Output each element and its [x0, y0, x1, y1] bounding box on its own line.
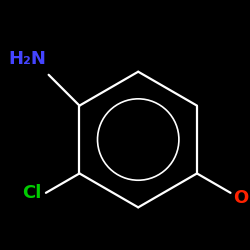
Text: Cl: Cl: [22, 184, 41, 202]
Text: H₂N: H₂N: [8, 50, 46, 68]
Text: O: O: [233, 189, 248, 207]
